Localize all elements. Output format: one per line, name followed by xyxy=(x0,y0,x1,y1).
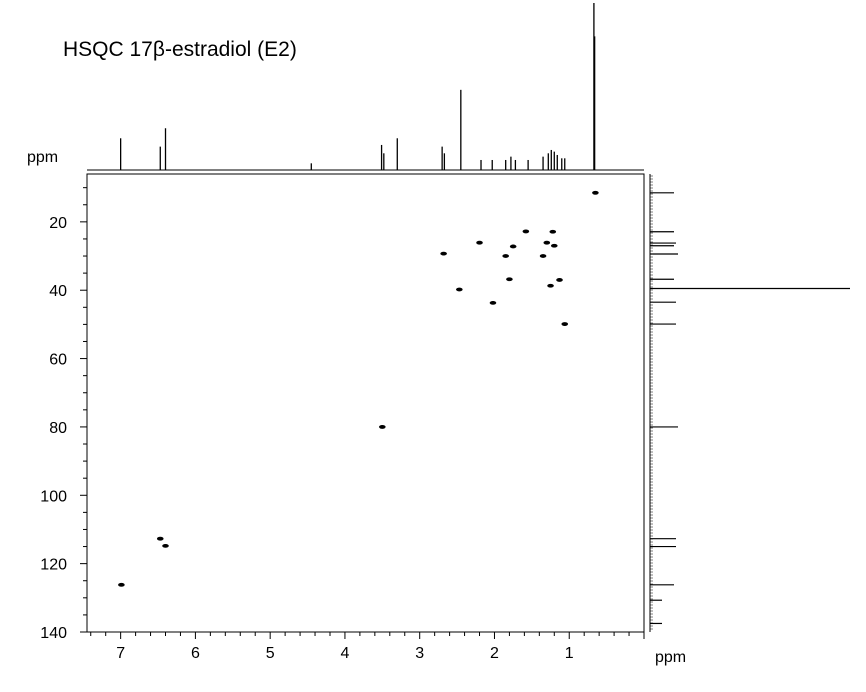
x-tick-label: 2 xyxy=(490,645,499,662)
x-tick-label: 6 xyxy=(191,645,200,662)
x-axis-label: ppm xyxy=(655,649,686,666)
x-tick-label: 7 xyxy=(116,645,125,662)
cross-peak xyxy=(550,243,558,248)
x-tick-label: 3 xyxy=(415,645,424,662)
y-tick-label: 80 xyxy=(49,420,67,437)
cross-peak xyxy=(502,254,509,258)
cross-peak xyxy=(456,287,463,292)
proton-1d-trace xyxy=(87,3,644,171)
cross-peak xyxy=(522,229,530,234)
cross-peak xyxy=(440,251,447,256)
y-tick-label: 40 xyxy=(49,283,67,300)
cross-peak xyxy=(506,277,513,282)
y-axis-ticks: 20 40 60 80 100 120 140 xyxy=(40,187,87,642)
plot-frame xyxy=(86,173,645,633)
cross-peaks xyxy=(118,190,599,587)
cross-peak xyxy=(476,240,483,245)
cross-peak xyxy=(156,536,164,541)
x-tick-label: 1 xyxy=(565,645,574,662)
cross-peak xyxy=(561,322,569,326)
x-tick-label: 5 xyxy=(266,645,275,662)
x-axis-ticks: 1 2 3 4 5 6 7 xyxy=(90,632,645,662)
y-tick-label: 100 xyxy=(40,488,67,505)
cross-peak xyxy=(118,582,125,587)
cross-peak xyxy=(547,283,554,288)
cross-peak xyxy=(549,229,557,234)
cross-peak xyxy=(489,300,497,305)
cross-peak xyxy=(556,278,563,282)
cross-peak xyxy=(539,254,547,258)
carbon-1d-trace xyxy=(649,174,850,632)
y-tick-label: 60 xyxy=(49,352,67,369)
chart-title: HSQC 17β-estradiol (E2) xyxy=(63,38,297,61)
x-tick-label: 4 xyxy=(340,645,349,662)
y-axis-label: ppm xyxy=(27,149,58,166)
cross-peak xyxy=(162,543,169,548)
y-tick-label: 140 xyxy=(40,625,67,642)
y-tick-label: 120 xyxy=(40,557,67,574)
cross-peak xyxy=(379,425,386,429)
cross-peak xyxy=(543,240,551,245)
y-tick-label: 20 xyxy=(49,215,67,232)
cross-peak xyxy=(509,244,517,249)
cross-peak xyxy=(592,190,599,195)
